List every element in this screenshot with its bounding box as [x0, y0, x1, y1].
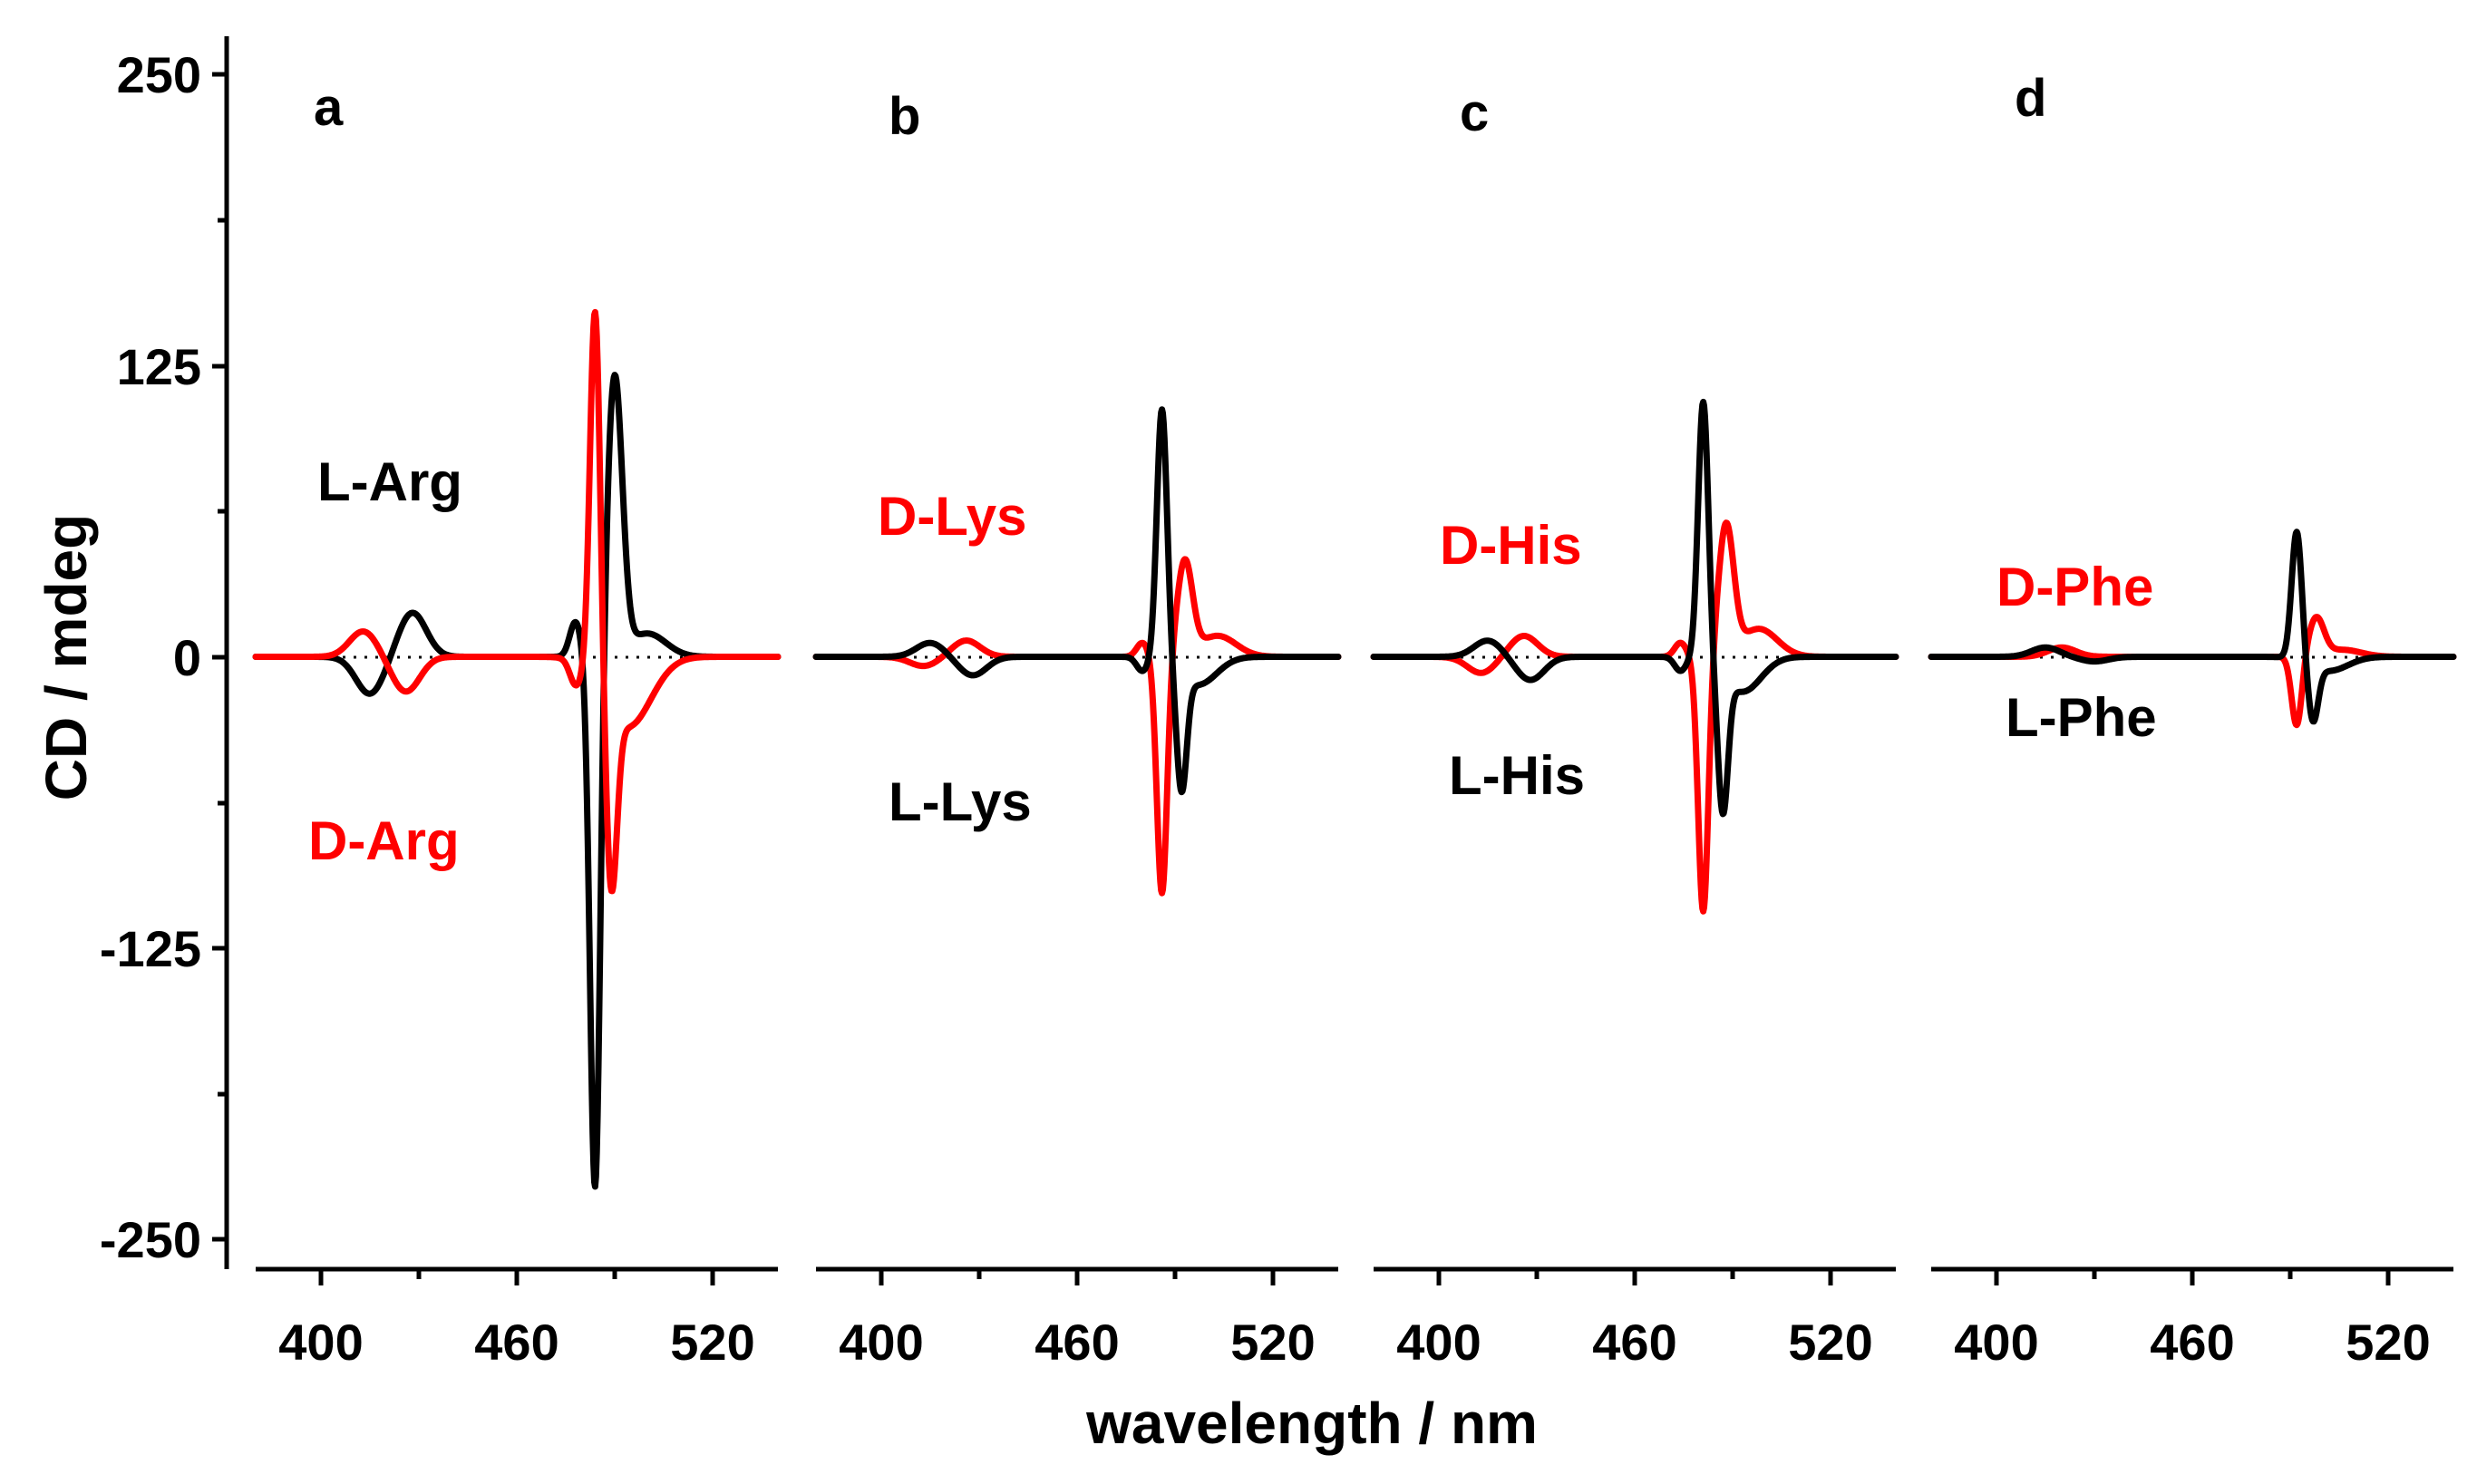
y-tick-label-minus-125: -125 — [100, 920, 201, 977]
panel-b: 400 460 520 b D-Lys L-Lys — [812, 87, 1342, 1371]
x-tick-label-b-400: 400 — [839, 1314, 923, 1371]
x-tick-label-d-400: 400 — [1954, 1314, 2038, 1371]
series-label-l-arg: L-Arg — [317, 451, 462, 512]
series-label-d-lys: D-Lys — [878, 486, 1026, 547]
x-tick-label-c-460: 460 — [1592, 1314, 1676, 1371]
curve-b-0 — [812, 556, 1342, 897]
y-tick-label-125: 125 — [117, 338, 201, 395]
x-tick-label-b-520: 520 — [1230, 1314, 1315, 1371]
panel-letter-d: d — [2015, 69, 2046, 128]
panel-letter-a: a — [314, 78, 344, 137]
y-tick-label-0: 0 — [173, 629, 201, 686]
curve-d-1 — [1928, 529, 2457, 725]
x-axis-title: wavelength / nm — [1085, 1391, 1538, 1456]
x-ticks-c: 400 460 520 — [1396, 1269, 1873, 1371]
curve-b-1 — [812, 406, 1342, 796]
series-label-l-lys: L-Lys — [889, 771, 1032, 832]
y-tick-label-250: 250 — [117, 46, 201, 103]
panel-letter-c: c — [1460, 83, 1489, 142]
curve-c-0 — [1370, 519, 1899, 915]
panel-c: 400 460 520 c D-His L-His — [1370, 83, 1899, 1371]
series-label-d-his: D-His — [1440, 515, 1582, 576]
y-axis: 250 125 0 -125 -250 CD / mdeg — [34, 36, 229, 1269]
x-ticks-a: 400 460 520 — [278, 1269, 755, 1371]
x-ticks-d: 400 460 520 — [1954, 1269, 2431, 1371]
panel-d: 400 460 520 d D-Phe L-Phe — [1928, 69, 2457, 1371]
y-axis-title: CD / mdeg — [34, 514, 99, 800]
series-label-d-phe: D-Phe — [1996, 557, 2153, 617]
x-tick-label-a-460: 460 — [474, 1314, 559, 1371]
x-ticks-b: 400 460 520 — [839, 1269, 1316, 1371]
curve-a-1 — [252, 308, 782, 895]
y-tick-label-minus-250: -250 — [100, 1211, 201, 1268]
x-tick-label-d-460: 460 — [2150, 1314, 2234, 1371]
series-label-l-phe: L-Phe — [2006, 687, 2157, 748]
x-tick-label-a-400: 400 — [278, 1314, 363, 1371]
x-tick-label-d-520: 520 — [2346, 1314, 2430, 1371]
x-tick-label-b-460: 460 — [1035, 1314, 1119, 1371]
curve-c-1 — [1370, 398, 1899, 818]
series-label-d-arg: D-Arg — [308, 810, 460, 871]
panel-a: 400 460 520 a L-Arg D-Arg — [252, 78, 782, 1371]
panel-letter-b: b — [889, 87, 920, 146]
x-tick-label-a-520: 520 — [670, 1314, 754, 1371]
x-tick-label-c-520: 520 — [1788, 1314, 1872, 1371]
series-label-l-his: L-His — [1449, 745, 1585, 806]
x-tick-label-c-400: 400 — [1396, 1314, 1481, 1371]
